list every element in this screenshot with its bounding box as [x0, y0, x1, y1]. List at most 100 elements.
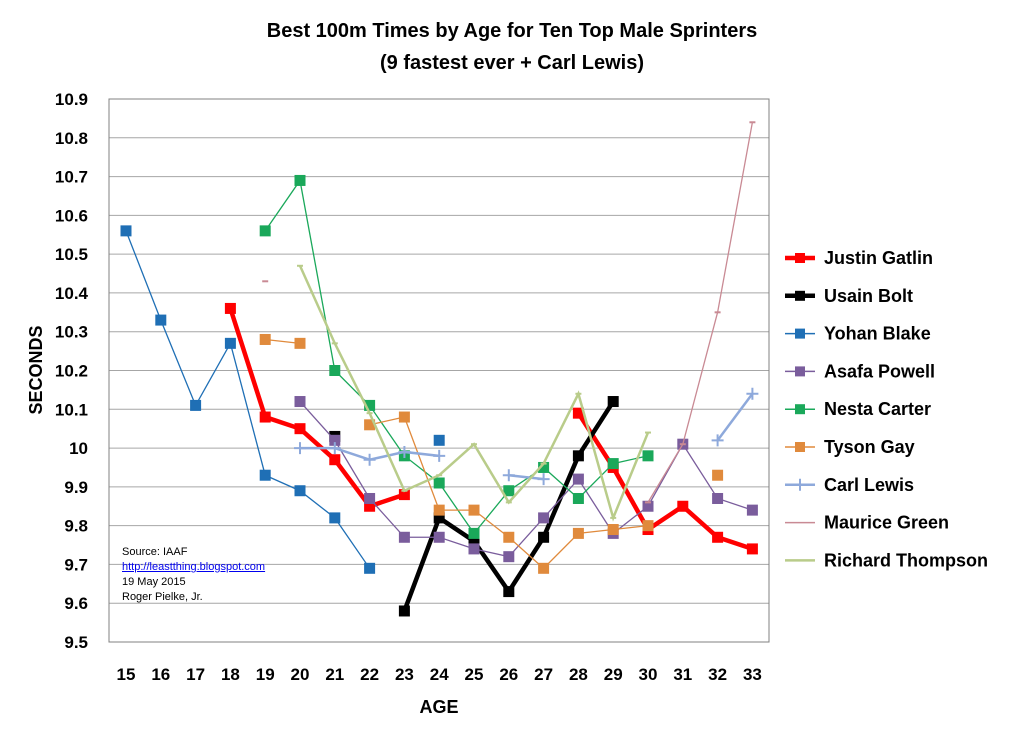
- data-point: [746, 543, 758, 555]
- chart-subtitle: (9 fastest ever + Carl Lewis): [380, 52, 644, 74]
- y-tick-label: 9.9: [64, 478, 88, 497]
- data-point: [468, 543, 480, 555]
- x-tick-label: 21: [325, 665, 344, 684]
- legend-swatch-marker: [795, 328, 805, 339]
- data-point: [572, 527, 584, 539]
- data-point: [746, 387, 759, 400]
- y-tick-label: 10.8: [55, 129, 88, 148]
- x-tick-label: 23: [395, 665, 414, 684]
- data-point: [155, 314, 167, 326]
- x-tick-label: 25: [465, 665, 484, 684]
- x-tick-labels: 15 16 17 18 19 20 21 22 23 24 25 26 27 28 29 30 31 32 33: [117, 665, 762, 684]
- data-point: [503, 586, 515, 598]
- x-axis-label: AGE: [419, 697, 458, 717]
- x-tick-label: 22: [360, 665, 379, 684]
- x-tick-label: 29: [604, 665, 623, 684]
- data-point: [294, 337, 306, 349]
- data-point: [259, 411, 271, 423]
- data-point: [259, 225, 271, 237]
- data-point: [329, 512, 341, 524]
- data-point: [294, 423, 306, 435]
- data-point: [364, 492, 376, 504]
- data-point: [607, 458, 619, 470]
- legend-swatch-marker: [795, 442, 805, 452]
- series-richard-thompson: [297, 264, 651, 522]
- source-link[interactable]: http://leastthing.blogspot.com: [122, 561, 266, 573]
- plot-area: [108, 98, 770, 643]
- data-point: [294, 485, 306, 497]
- source-note: Source: IAAF http://leastthing.blogspot.…: [122, 545, 265, 605]
- data-point: [572, 473, 584, 485]
- series-line-maurice-green: [647, 122, 754, 503]
- series-line-justin-gatlin: [576, 411, 754, 552]
- legend-item-carl-lewis: Carl Lewis: [785, 475, 914, 495]
- data-point: [398, 605, 410, 617]
- x-tick-label: 15: [117, 665, 136, 684]
- series-carl-lewis: [294, 387, 759, 486]
- data-point: [712, 492, 724, 504]
- data-point: [433, 531, 445, 543]
- data-point: [746, 504, 758, 516]
- series-lines: [120, 121, 759, 617]
- legend-label: Asafa Powell: [824, 361, 935, 381]
- source-text: Source: IAAF: [122, 546, 188, 558]
- series-line-tyson-gay: [265, 338, 301, 344]
- x-tick-label: 17: [186, 665, 205, 684]
- series-maurice-green: [262, 121, 756, 504]
- data-point: [468, 504, 480, 516]
- chart-title: Best 100m Times by Age for Ten Top Male …: [267, 20, 758, 42]
- x-tick-label: 20: [291, 665, 310, 684]
- data-point: [677, 500, 689, 512]
- data-point: [433, 477, 445, 489]
- x-tick-label: 28: [569, 665, 588, 684]
- data-point: [120, 225, 132, 237]
- data-point: [538, 531, 550, 543]
- y-tick-label: 10.3: [55, 323, 88, 342]
- x-tick-label: 19: [256, 665, 275, 684]
- date-text: 19 May 2015: [122, 576, 186, 588]
- legend-label: Yohan Blake: [824, 324, 931, 344]
- x-tick-label: 18: [221, 665, 240, 684]
- data-point: [712, 469, 724, 481]
- series-yohan-blake: [120, 225, 445, 574]
- data-point: [259, 469, 271, 481]
- data-point: [572, 450, 584, 462]
- data-point: [398, 531, 410, 543]
- data-point: [538, 562, 550, 574]
- legend-label: Usain Bolt: [824, 286, 913, 306]
- data-point: [711, 434, 724, 447]
- data-point: [398, 411, 410, 423]
- legend-label: Nesta Carter: [824, 399, 931, 419]
- y-tick-label: 10.2: [55, 362, 88, 381]
- x-tick-label: 27: [534, 665, 553, 684]
- y-tick-label: 10.1: [55, 400, 88, 419]
- y-tick-label: 10.6: [55, 206, 88, 225]
- data-point: [607, 524, 619, 536]
- y-tick-label: 10.4: [55, 284, 89, 303]
- legend-label: Tyson Gay: [824, 437, 915, 457]
- data-point: [294, 442, 306, 455]
- y-tick-label: 10: [69, 439, 88, 458]
- data-point: [712, 531, 724, 543]
- legend-swatch-marker: [795, 404, 805, 415]
- y-tick-label: 10.9: [55, 90, 88, 109]
- x-tick-label: 31: [673, 665, 692, 684]
- data-point: [607, 396, 619, 408]
- x-tick-label: 32: [708, 665, 727, 684]
- legend-label: Richard Thompson: [824, 550, 988, 570]
- legend-item-nesta-carter: Nesta Carter: [785, 399, 931, 419]
- series-tyson-gay: [259, 333, 724, 574]
- data-point: [538, 512, 550, 524]
- data-point: [363, 453, 376, 466]
- y-tick-label: 10.7: [55, 168, 88, 187]
- author-text: Roger Pielke, Jr.: [122, 591, 203, 603]
- legend-item-usain-bolt: Usain Bolt: [785, 286, 913, 306]
- data-point: [502, 469, 515, 482]
- legend-item-justin-gatlin: Justin Gatlin: [785, 248, 933, 268]
- data-point: [468, 527, 480, 539]
- data-point: [329, 454, 341, 466]
- x-tick-label: 33: [743, 665, 762, 684]
- data-point: [572, 492, 584, 504]
- x-tick-label: 16: [151, 665, 170, 684]
